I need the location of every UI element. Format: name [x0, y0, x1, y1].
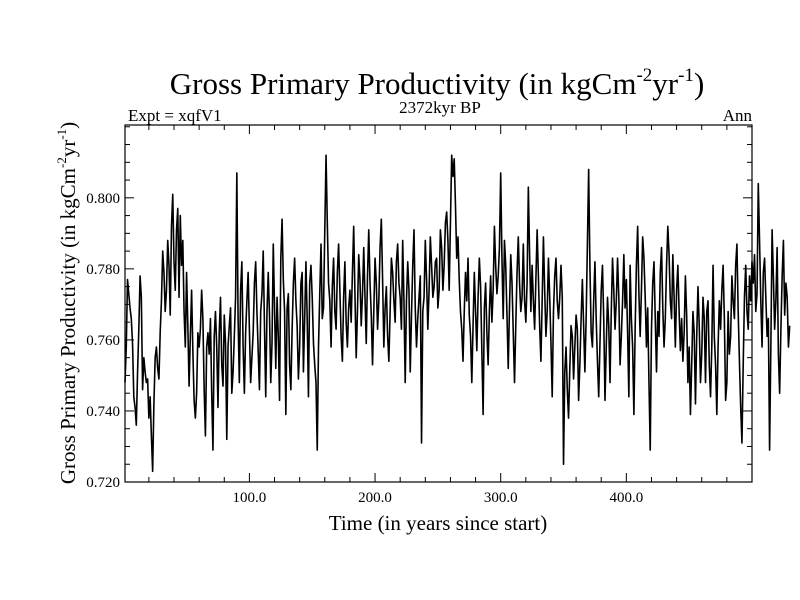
y-axis-label: Gross Primary Productivity (in kgCm-2yr-… [54, 122, 80, 484]
y-label-exponent-area: -2 [54, 157, 69, 168]
season-label: Ann [723, 106, 753, 125]
x-tick-label: 100.0 [233, 490, 267, 506]
chart-subtitle: 2372kyr BP [399, 98, 481, 117]
y-label-close-paren: ) [56, 122, 80, 129]
y-label-main: Gross Primary Productivity (in kgCm [56, 168, 80, 484]
y-tick-label: 0.800 [86, 191, 120, 207]
y-label-unit-year: yr [56, 140, 80, 158]
y-label-exponent-year: -1 [54, 129, 69, 140]
experiment-label: Expt = xqfV1 [128, 106, 222, 125]
axis-tick-labels: 100.0 200.0 300.0 400.0 0.720 0.740 0.760 0.780… [86, 191, 643, 506]
y-tick-label: 0.780 [86, 262, 120, 278]
title-unit-year: yr [652, 66, 679, 101]
gpp-series-line [124, 154, 791, 473]
title-exponent-year: -1 [678, 65, 694, 86]
title-close-paren: ) [694, 66, 704, 101]
title-main: Gross Primary Productivity (in kgCm [170, 66, 637, 101]
y-tick-label: 0.740 [86, 404, 120, 420]
x-tick-label: 300.0 [484, 490, 518, 506]
x-tick-label: 200.0 [358, 490, 392, 506]
x-axis-label: Time (in years since start) [329, 511, 548, 535]
y-tick-label: 0.720 [86, 475, 120, 491]
x-tick-label: 400.0 [609, 490, 643, 506]
y-tick-label: 0.760 [86, 333, 120, 349]
plot-frame [124, 124, 753, 483]
title-exponent-area: -2 [636, 65, 652, 86]
chart-title: Gross Primary Productivity (in kgCm-2yr-… [170, 65, 705, 101]
